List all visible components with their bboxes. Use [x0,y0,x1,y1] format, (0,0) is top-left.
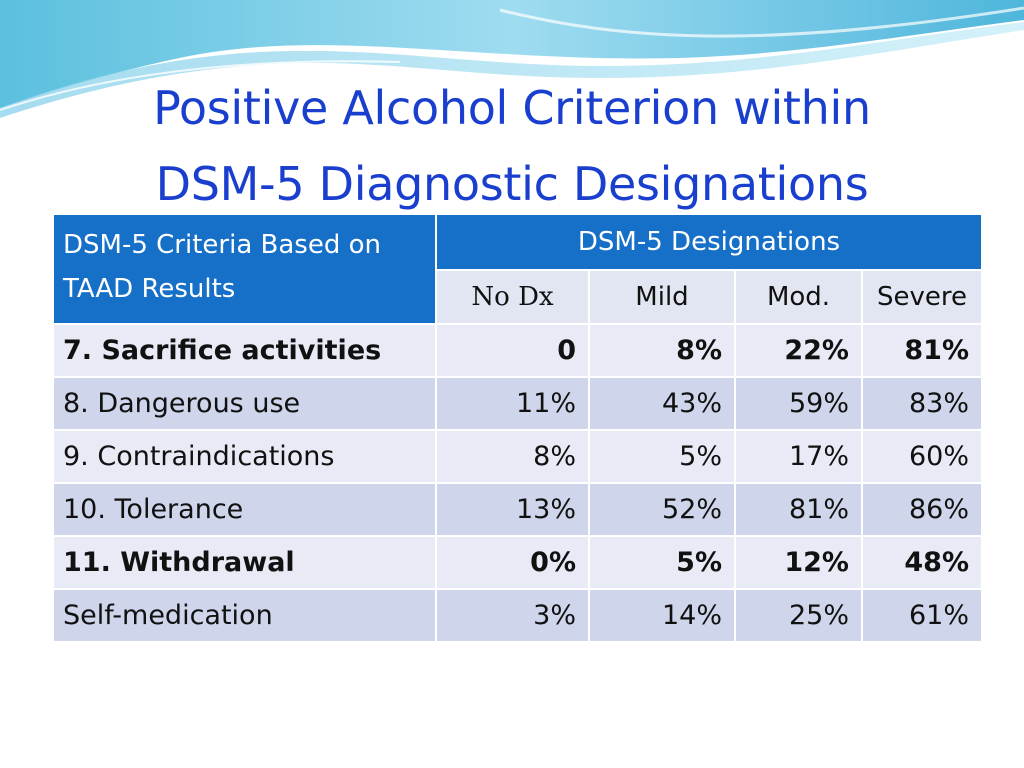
cell-severe: 86% [860,482,984,537]
slide-title: Positive Alcohol Criterion within DSM-5 … [0,70,1024,222]
cell-mod: 59% [734,376,863,431]
designations-group-header: DSM-5 Designations [434,212,984,272]
table-row: 10. Tolerance 13% 52% 81% 86% [52,482,984,537]
title-line-1: Positive Alcohol Criterion within [153,81,871,135]
cell-no-dx: 0 [435,323,590,378]
title-line-2: DSM-5 Diagnostic Designations [155,157,869,211]
cell-mod: 22% [734,323,863,378]
cell-mild: 8% [588,323,736,378]
cell-no-dx: 0% [435,535,590,590]
cell-mod: 12% [734,535,863,590]
table-row: 9. Contraindications 8% 5% 17% 60% [52,429,984,484]
cell-mod: 81% [734,482,863,537]
cell-mild: 14% [588,588,736,643]
row-criterion: 9. Contraindications [52,429,437,484]
row-criterion: 10. Tolerance [52,482,437,537]
cell-no-dx: 11% [435,376,590,431]
column-header-no-dx: No Dx [435,269,590,325]
cell-severe: 60% [860,429,984,484]
column-header-severe: Severe [860,269,984,325]
criteria-table: DSM-5 Criteria Based on TAAD Results DSM… [52,212,984,643]
cell-no-dx: 8% [435,429,590,484]
cell-mod: 17% [734,429,863,484]
cell-severe: 48% [860,535,984,590]
cell-severe: 61% [860,588,984,643]
decorative-wave-banner [0,0,1024,118]
cell-mod: 25% [734,588,863,643]
row-criterion: 8. Dangerous use [52,376,437,431]
table-row: 11. Withdrawal 0% 5% 12% 48% [52,535,984,590]
table-row: 7. Sacrifice activities 0 8% 22% 81% [52,323,984,378]
cell-severe: 83% [860,376,984,431]
table-row: Self-medication 3% 14% 25% 61% [52,588,984,643]
cell-no-dx: 13% [435,482,590,537]
cell-no-dx: 3% [435,588,590,643]
cell-mild: 52% [588,482,736,537]
criteria-column-header: DSM-5 Criteria Based on TAAD Results [52,213,437,325]
cell-severe: 81% [860,323,984,378]
row-criterion: 7. Sacrifice activities [52,323,437,378]
column-header-mild: Mild [588,269,736,325]
table-row: 8. Dangerous use 11% 43% 59% 83% [52,376,984,431]
column-header-mod: Mod. [734,269,863,325]
cell-mild: 43% [588,376,736,431]
row-criterion: 11. Withdrawal [52,535,437,590]
cell-mild: 5% [588,429,736,484]
cell-mild: 5% [588,535,736,590]
row-criterion: Self-medication [52,588,437,643]
